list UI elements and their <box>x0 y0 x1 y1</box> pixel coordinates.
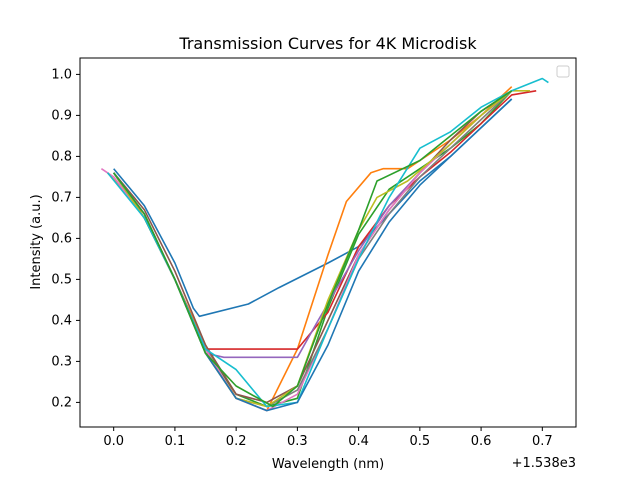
plot-frame <box>79 57 577 428</box>
y-tick-label: 0.5 <box>51 272 72 287</box>
x-tick-label: 0.5 <box>410 434 431 449</box>
series-line-6 <box>113 90 513 404</box>
x-axis: 0.0 0.1 0.2 0.3 0.4 0.5 0.6 0.7 <box>103 427 553 449</box>
y-tick-label: 0.9 <box>51 108 72 123</box>
legend-box <box>556 65 570 78</box>
chart-title: Transmission Curves for 4K Microdisk <box>178 34 477 53</box>
y-tick-label: 0.7 <box>51 190 72 205</box>
x-tick-label: 0.4 <box>348 434 369 449</box>
series-line-12 <box>113 90 513 408</box>
x-tick-label: 0.3 <box>287 434 308 449</box>
y-axis-label: Intensity (a.u.) <box>29 194 44 289</box>
y-tick-label: 0.3 <box>51 354 72 369</box>
x-tick-label: 0.1 <box>165 434 186 449</box>
y-tick-label: 0.8 <box>51 149 72 164</box>
y-tick-label: 0.4 <box>51 313 72 328</box>
y-tick-label: 1.0 <box>51 67 72 82</box>
y-axis: 0.2 0.3 0.4 0.5 0.6 0.7 0.8 0.9 1.0 <box>51 67 80 410</box>
x-tick-label: 0.2 <box>226 434 247 449</box>
series-line-10 <box>106 77 549 408</box>
y-tick-label: 0.2 <box>51 395 72 410</box>
x-tick-label: 0.7 <box>532 434 553 449</box>
series-line-9 <box>113 90 531 408</box>
x-tick-label: 0.0 <box>103 434 124 449</box>
x-axis-label: Wavelength (nm) <box>272 457 384 472</box>
series-group <box>100 77 549 412</box>
x-tick-label: 0.6 <box>471 434 492 449</box>
y-tick-label: 0.6 <box>51 231 72 246</box>
x-axis-offset-label: +1.538e3 <box>512 456 576 471</box>
